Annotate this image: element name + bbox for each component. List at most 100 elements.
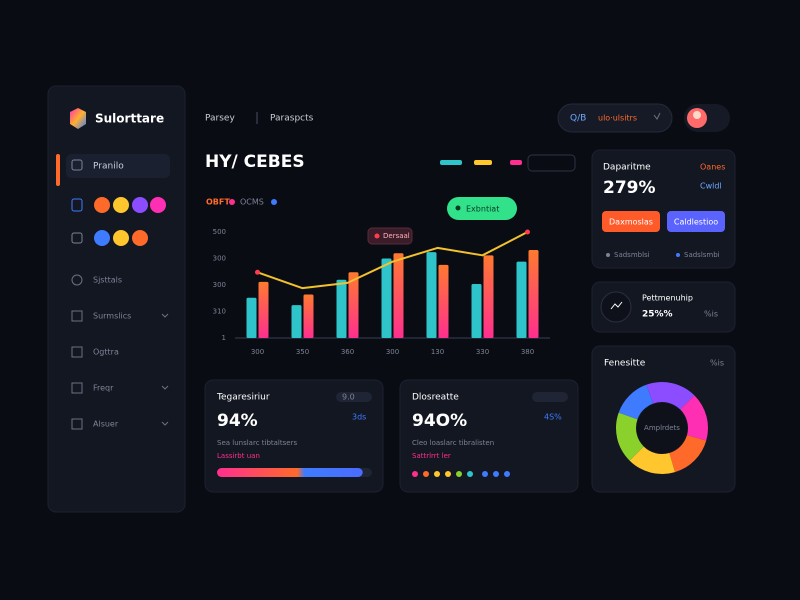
card-value: 94% — [217, 411, 258, 431]
range-select[interactable] — [527, 154, 576, 172]
bar — [246, 297, 257, 338]
stats-badge: Cwldl — [700, 182, 722, 191]
subtitle-dot — [271, 199, 277, 205]
search[interactable] — [557, 103, 673, 133]
bar — [303, 294, 314, 338]
stat-title: Pettmenuhip — [642, 294, 693, 303]
nav-item[interactable]: Pranilo — [93, 162, 124, 172]
bar — [426, 252, 437, 338]
subtitle-dot — [229, 199, 235, 205]
donut-segment — [680, 395, 708, 441]
card — [204, 379, 384, 493]
donut-segment — [646, 382, 695, 410]
donut-tag: %is — [710, 359, 724, 368]
stats-foot: Sadsmblsi — [614, 251, 650, 259]
y-axis-label: 310 — [213, 308, 226, 316]
donut-hole — [637, 403, 687, 453]
bar — [291, 305, 302, 338]
avatar-face — [693, 111, 701, 119]
card-note: Sea lunslarc tibtaltsers — [217, 439, 297, 447]
card-delta: 4S% — [544, 413, 562, 422]
sidebar — [47, 85, 186, 513]
bar — [381, 258, 392, 338]
y-axis-label: 300 — [213, 255, 226, 263]
nav-item[interactable]: Sjsttals — [93, 276, 122, 285]
tab[interactable]: Paraspcts — [270, 114, 314, 124]
tooltip-dot — [374, 233, 380, 239]
x-axis-label: 360 — [341, 348, 354, 356]
nav-item[interactable]: Freqr — [93, 384, 114, 393]
card-tag-label: 9.0 — [342, 393, 355, 402]
subtitle: OBFT — [206, 198, 230, 207]
card — [399, 379, 579, 493]
y-axis-label: 500 — [213, 228, 226, 236]
brand: Sulorttare — [95, 112, 164, 126]
stats-badge: Oanes — [700, 163, 725, 172]
stats-value: 279% — [603, 178, 656, 198]
bar — [336, 279, 347, 338]
x-axis-label: 350 — [296, 348, 309, 356]
bar — [483, 255, 494, 338]
stat-card — [591, 281, 736, 333]
subtitle: OCMS — [240, 198, 264, 207]
bar — [258, 281, 269, 338]
foot-dot — [676, 253, 680, 257]
status-dots — [412, 471, 510, 477]
stats-title: Daparitme — [603, 163, 651, 173]
x-axis-label: 330 — [476, 348, 489, 356]
bar — [393, 253, 404, 338]
nav-item[interactable]: Surmslics — [93, 312, 131, 321]
search-label: Q/B — [570, 114, 586, 124]
donut-title: Fenesitte — [604, 359, 646, 369]
nav-icons — [71, 274, 169, 430]
button-label: Caldlestioo — [674, 218, 718, 227]
badge-label: Exbntiat — [466, 205, 499, 214]
color-swatches — [71, 197, 166, 246]
donut-segment — [616, 412, 644, 461]
line-end — [525, 229, 530, 235]
card-sub: Lassirbt uan — [217, 452, 260, 460]
donut-segment — [669, 435, 707, 473]
chart-title: HY/ CEBES — [205, 152, 305, 172]
nav-item[interactable]: Ogttra — [93, 348, 119, 357]
badge[interactable] — [447, 197, 517, 220]
progress-fill — [217, 468, 363, 477]
line-end — [255, 269, 260, 275]
stats-foot: Sadslsmbi — [684, 251, 720, 259]
card-value: 94O% — [412, 411, 467, 431]
nav-icon — [71, 159, 83, 171]
card-delta: 3ds — [352, 413, 366, 422]
card-sub: Sattrlrrt ler — [412, 452, 451, 460]
card-tag — [336, 392, 372, 402]
active-indicator — [56, 154, 60, 186]
stat-icon-glyph — [610, 301, 623, 310]
stat-icon — [600, 291, 632, 323]
tooltip-label: Dersaal — [383, 232, 410, 240]
bar — [438, 264, 449, 338]
y-axis-label: 1 — [222, 334, 226, 342]
badge-dot — [455, 205, 461, 211]
card-tag — [532, 392, 568, 402]
stats-card — [591, 149, 736, 269]
foot-dot — [606, 253, 610, 257]
card-title: Dlosreatte — [412, 393, 459, 403]
bar — [516, 261, 527, 338]
legend-chip — [510, 160, 522, 165]
bar — [348, 272, 359, 338]
button[interactable] — [602, 211, 660, 232]
search-hint: ulo·ulsitrs — [598, 114, 637, 123]
logo — [70, 108, 86, 129]
card-note: Cleo loaslarc tibralisten — [412, 439, 494, 447]
x-axis-label: 300 — [251, 348, 264, 356]
legend-chip — [474, 160, 492, 165]
tab[interactable]: Parsey — [205, 114, 235, 124]
nav-active[interactable] — [66, 154, 170, 178]
button[interactable] — [667, 211, 725, 232]
nav-item[interactable]: Alsuer — [93, 420, 119, 429]
card-title: Tegaresiriur — [216, 393, 270, 403]
stat-delta: %is — [704, 310, 718, 319]
trend-line — [257, 231, 528, 290]
x-axis-label: 380 — [521, 348, 534, 356]
stat-value: 25%% — [642, 310, 673, 320]
